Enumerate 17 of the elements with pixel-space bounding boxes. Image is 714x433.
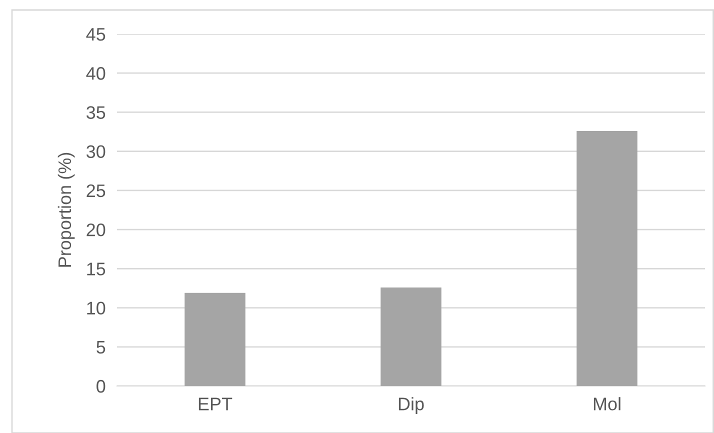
y-tick-label: 40 [86, 67, 106, 80]
y-tick-label: 5 [96, 341, 106, 354]
x-tick-label: EPT [198, 398, 232, 410]
y-tick-label: 25 [86, 184, 106, 198]
y-tick-label: 35 [86, 106, 106, 119]
y-tick-label: 15 [87, 262, 106, 276]
x-tick-label: Mol [594, 397, 620, 410]
bar [576, 130, 638, 386]
x-tick-label: Dip [398, 397, 424, 414]
y-tick-label: 10 [87, 302, 106, 314]
y-tick-label: 45 [86, 28, 106, 41]
y-axis-title: Proportion (%) [58, 152, 75, 267]
bar [380, 287, 442, 386]
y-tick-label: 30 [86, 145, 106, 158]
bar [184, 292, 246, 386]
y-tick-label: 20 [86, 223, 106, 236]
y-tick-label: 0 [96, 380, 106, 393]
